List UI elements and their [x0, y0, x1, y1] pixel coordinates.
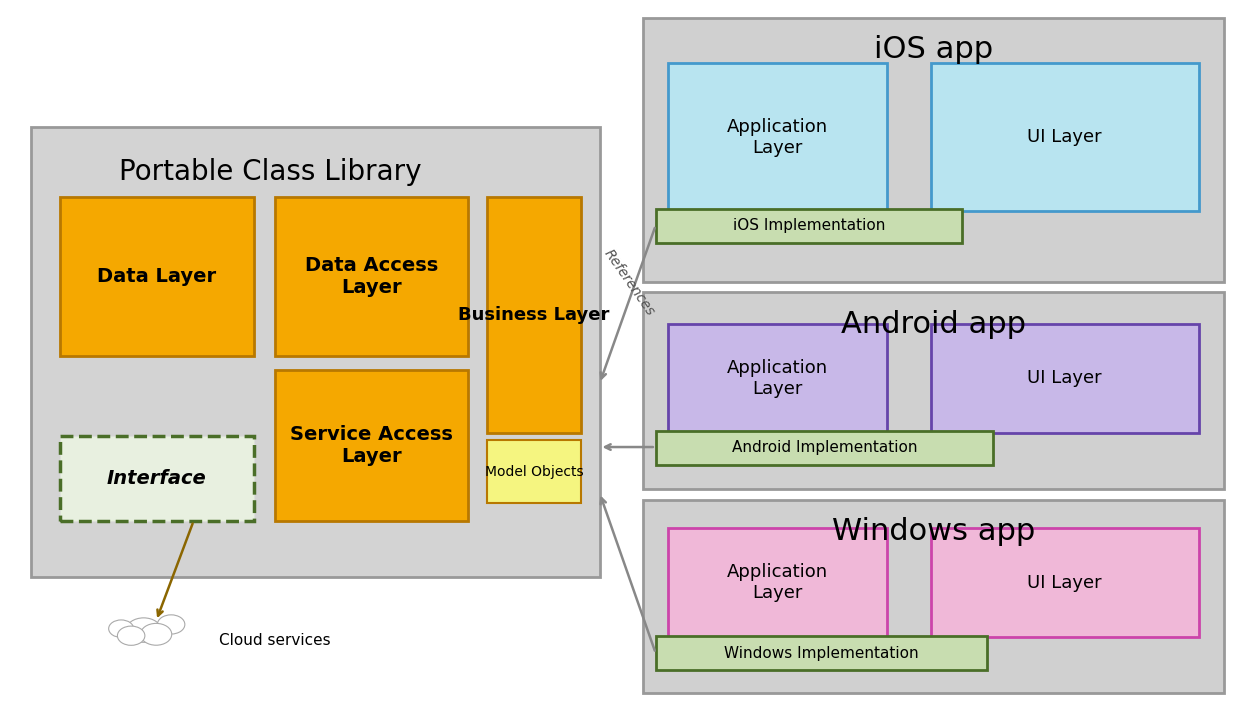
Ellipse shape [140, 623, 172, 646]
Ellipse shape [157, 615, 185, 634]
Ellipse shape [109, 620, 134, 637]
Text: Data Layer: Data Layer [97, 267, 216, 286]
Text: Business Layer: Business Layer [458, 306, 610, 324]
Text: Application
Layer: Application Layer [727, 359, 828, 398]
Bar [31, 127, 600, 577]
Bar [487, 197, 581, 433]
Ellipse shape [126, 618, 161, 642]
Text: Windows Implementation: Windows Implementation [724, 646, 918, 661]
Text: Portable Class Library: Portable Class Library [119, 158, 421, 187]
Bar [60, 197, 254, 356]
Bar [931, 324, 1199, 433]
Bar [931, 63, 1199, 211]
Bar [656, 431, 993, 465]
Bar [668, 528, 887, 637]
Bar [668, 324, 887, 433]
Ellipse shape [126, 618, 161, 642]
Text: Android app: Android app [841, 310, 1027, 339]
Text: References: References [602, 247, 657, 319]
Bar [275, 197, 468, 356]
Ellipse shape [157, 615, 185, 634]
Text: Application
Layer: Application Layer [727, 563, 828, 602]
Bar [275, 370, 468, 521]
Bar [931, 528, 1199, 637]
Bar [643, 292, 1224, 489]
Bar [487, 440, 581, 503]
Text: UI Layer: UI Layer [1028, 128, 1102, 146]
Text: Data Access
Layer: Data Access Layer [305, 256, 438, 297]
Bar [60, 436, 254, 521]
Text: UI Layer: UI Layer [1028, 370, 1102, 387]
Text: iOS app: iOS app [874, 35, 993, 64]
Ellipse shape [109, 620, 134, 637]
Text: Application
Layer: Application Layer [727, 118, 828, 157]
Bar [643, 500, 1224, 693]
Text: Cloud services: Cloud services [219, 633, 330, 648]
Text: Android Implementation: Android Implementation [732, 440, 917, 455]
Bar [668, 63, 887, 211]
Ellipse shape [140, 623, 172, 646]
Text: Model Objects: Model Objects [485, 465, 583, 479]
Bar [656, 636, 987, 670]
Text: iOS Implementation: iOS Implementation [733, 218, 884, 234]
Ellipse shape [117, 626, 145, 646]
Bar [656, 209, 962, 243]
Text: Windows app: Windows app [832, 517, 1035, 546]
Bar [643, 18, 1224, 282]
Text: UI Layer: UI Layer [1028, 574, 1102, 591]
Ellipse shape [117, 626, 145, 646]
Text: Interface: Interface [107, 470, 206, 488]
Text: Service Access
Layer: Service Access Layer [290, 425, 453, 466]
